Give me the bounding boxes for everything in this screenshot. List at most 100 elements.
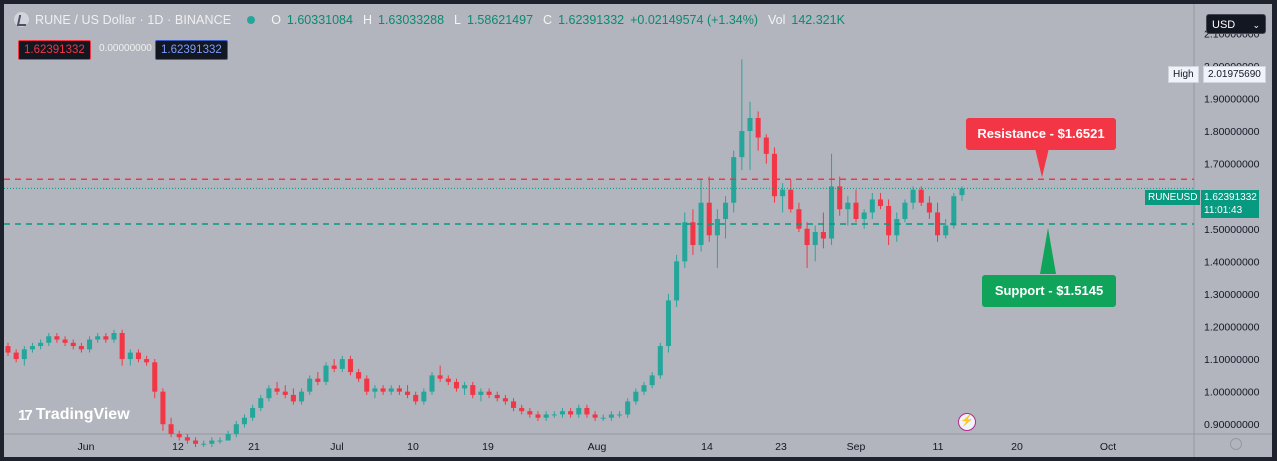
candle-body bbox=[617, 414, 623, 416]
candle-body bbox=[682, 222, 688, 262]
candle-body bbox=[356, 372, 362, 379]
candle-body bbox=[551, 414, 557, 416]
candle-body bbox=[706, 202, 712, 236]
buy-button[interactable]: 1.62391332 bbox=[155, 40, 228, 60]
currency-value: USD bbox=[1212, 19, 1236, 31]
candle-body bbox=[829, 186, 835, 239]
candle-body bbox=[274, 388, 280, 392]
price-tick-label: 1.10000000 bbox=[1204, 354, 1260, 366]
symbol-title[interactable]: RUNE / US Dollar · 1D · BINANCE bbox=[35, 12, 232, 27]
candle-body bbox=[943, 225, 949, 236]
candle-body bbox=[339, 359, 345, 369]
volume-value: 142.321K bbox=[791, 12, 845, 27]
candle-body bbox=[869, 199, 875, 213]
candle-body bbox=[592, 414, 598, 418]
candle-body bbox=[519, 407, 525, 412]
close-label: C bbox=[543, 12, 553, 27]
candle-body bbox=[894, 219, 900, 236]
candle-body bbox=[470, 385, 476, 395]
candle-body bbox=[935, 212, 941, 236]
candle-body bbox=[396, 388, 402, 392]
time-tick-label: 21 bbox=[248, 441, 260, 453]
candle-body bbox=[649, 375, 655, 386]
candle-body bbox=[527, 411, 533, 415]
candle-body bbox=[437, 375, 443, 379]
price-tick-label: 1.50000000 bbox=[1204, 224, 1260, 236]
symbol-header: RUNE / US Dollar · 1D · BINANCE O 1.60331… bbox=[14, 12, 845, 27]
high-label: H bbox=[362, 12, 372, 27]
candle-body bbox=[176, 434, 182, 438]
lightning-icon[interactable]: ⚡ bbox=[958, 413, 976, 431]
open-value: 1.60331084 bbox=[286, 12, 353, 27]
candle-body bbox=[201, 443, 207, 445]
candle-body bbox=[380, 388, 386, 392]
candle-body bbox=[127, 352, 133, 360]
market-status-icon[interactable] bbox=[247, 15, 256, 24]
candle-body bbox=[372, 388, 378, 392]
candle-body bbox=[299, 391, 305, 402]
currency-select[interactable]: USD ⌄ bbox=[1206, 14, 1266, 34]
candle-body bbox=[959, 188, 965, 196]
candle-body bbox=[853, 202, 859, 219]
open-label: O bbox=[271, 12, 281, 27]
low-label: L bbox=[454, 12, 461, 27]
candle-body bbox=[657, 346, 663, 376]
price-tick-label: 1.80000000 bbox=[1204, 126, 1260, 138]
candle-body bbox=[535, 414, 541, 418]
candle-body bbox=[405, 391, 411, 395]
tradingview-mark-icon: 17 bbox=[18, 406, 33, 424]
sell-button[interactable]: 1.62391332 bbox=[18, 40, 91, 60]
candle-body bbox=[494, 394, 500, 399]
candle-body bbox=[13, 352, 19, 360]
candle-body bbox=[266, 388, 272, 399]
candle-body bbox=[193, 440, 199, 444]
price-tick-label: 1.00000000 bbox=[1204, 387, 1260, 399]
candle-body bbox=[388, 388, 394, 392]
candle-body bbox=[95, 336, 101, 340]
candle-body bbox=[445, 378, 451, 382]
candle-body bbox=[690, 222, 696, 246]
candle-body bbox=[225, 434, 231, 441]
candle-body bbox=[747, 118, 753, 132]
candle-body bbox=[600, 417, 606, 419]
candle-body bbox=[119, 333, 125, 360]
candle-body bbox=[608, 414, 614, 418]
candle-body bbox=[323, 365, 329, 382]
time-tick-label: Jun bbox=[78, 441, 95, 453]
time-tick-label: 19 bbox=[482, 441, 494, 453]
candle-body bbox=[160, 391, 166, 425]
candle-body bbox=[665, 300, 671, 347]
candle-body bbox=[103, 336, 109, 340]
candlestick-chart[interactable]: 2.100000002.000000001.900000001.80000000… bbox=[4, 4, 1272, 457]
high-value: 1.63033288 bbox=[378, 12, 445, 27]
candle-body bbox=[209, 440, 215, 444]
candle-body bbox=[763, 137, 769, 154]
tradingview-wordmark: TradingView bbox=[35, 406, 130, 423]
candle-body bbox=[820, 232, 826, 239]
candle-body bbox=[233, 424, 239, 434]
candle-body bbox=[135, 352, 141, 360]
candle-body bbox=[877, 199, 883, 206]
price-tick-label: 1.90000000 bbox=[1204, 93, 1260, 105]
time-tick-label: 12 bbox=[172, 441, 184, 453]
candle-body bbox=[184, 437, 190, 441]
support-callout[interactable]: Support - $1.5145 bbox=[982, 275, 1116, 307]
candle-body bbox=[788, 189, 794, 210]
candle-body bbox=[568, 411, 574, 415]
candle-body bbox=[429, 375, 435, 392]
candle-body bbox=[543, 414, 549, 418]
candle-body bbox=[111, 333, 117, 340]
chart-pane[interactable]: 2.100000002.000000001.900000001.80000000… bbox=[4, 4, 1272, 457]
bar-countdown: 11:01:43 bbox=[1204, 205, 1243, 216]
candle-body bbox=[250, 407, 256, 418]
symbol-price-tag: RUNEUSD bbox=[1145, 190, 1201, 205]
candle-body bbox=[478, 391, 484, 395]
candle-body bbox=[918, 189, 924, 203]
resistance-callout[interactable]: Resistance - $1.6521 bbox=[966, 118, 1116, 150]
candle-body bbox=[78, 346, 84, 350]
candle-body bbox=[241, 417, 247, 425]
tradingview-logo[interactable]: 17 TradingView bbox=[18, 406, 130, 424]
candle-body bbox=[804, 228, 810, 246]
candle-body bbox=[633, 391, 639, 402]
settings-gear-icon[interactable] bbox=[1230, 438, 1242, 450]
